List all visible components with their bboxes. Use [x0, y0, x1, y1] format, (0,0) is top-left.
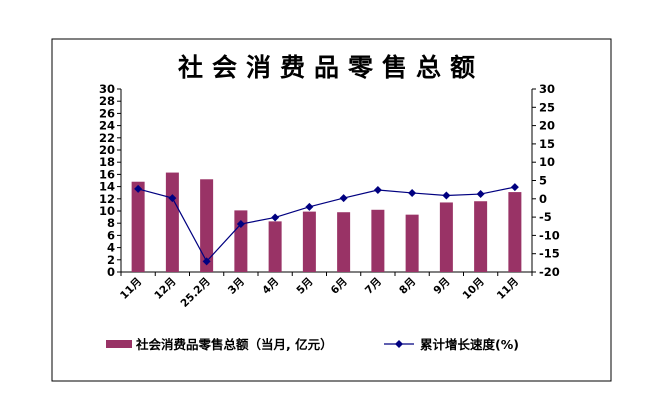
legend-bar-label: 社会消费品零售总额（当月, 亿元） — [135, 337, 333, 352]
y-left-tick-label: 26 — [99, 106, 115, 120]
point-cumulative-growth — [134, 184, 143, 193]
legend: 社会消费品零售总额（当月, 亿元） 累计增长速度(%) — [106, 337, 519, 352]
y-right-tick-label: 15 — [539, 137, 555, 151]
bar-retail-sales — [200, 179, 214, 272]
point-cumulative-growth — [373, 186, 382, 195]
y-left-tick-label: 0 — [107, 265, 115, 279]
bar-retail-sales — [131, 181, 145, 272]
legend-diamond-marker — [395, 340, 403, 348]
legend-bar-swatch — [106, 340, 132, 348]
point-cumulative-growth — [271, 213, 280, 222]
y-left-tick-label: 28 — [99, 94, 115, 108]
y-left-tick-label: 30 — [99, 82, 115, 96]
point-cumulative-growth — [305, 202, 314, 211]
point-cumulative-growth — [476, 190, 485, 199]
y-left-tick-label: 18 — [99, 155, 115, 169]
y-right-tick-label: -20 — [539, 265, 560, 279]
y-left-tick-label: 6 — [107, 228, 115, 242]
y-right-tick-label: -10 — [539, 228, 560, 242]
bar-retail-sales — [508, 192, 522, 272]
y-left-tick-label: 20 — [99, 143, 115, 157]
point-cumulative-growth — [408, 188, 417, 197]
bar-retail-sales — [371, 209, 385, 272]
point-cumulative-growth — [168, 194, 177, 203]
y-right-tick-label: -15 — [539, 247, 560, 261]
y-right-tick-label: 10 — [539, 155, 555, 169]
legend-line-label: 累计增长速度(%) — [420, 337, 519, 352]
y-left-tick-label: 8 — [107, 216, 115, 230]
y-right-tick-label: 25 — [539, 100, 555, 114]
y-right-tick-label: 0 — [539, 192, 547, 206]
bar-retail-sales — [405, 214, 419, 272]
line-cumulative-growth — [137, 186, 515, 263]
bar-retail-sales — [439, 202, 453, 272]
y-left-tick-label: 24 — [99, 119, 115, 133]
y-left-tick-label: 16 — [99, 167, 115, 181]
y-left-tick-label: 4 — [107, 241, 115, 255]
point-cumulative-growth — [202, 257, 211, 266]
plot-area: 024681012141618202224262830-20-15-10-505… — [99, 82, 560, 310]
y-left-tick-label: 2 — [107, 253, 115, 267]
y-right-tick-label: 20 — [539, 119, 555, 133]
y-left-tick-label: 10 — [99, 204, 115, 218]
bar-retail-sales — [268, 221, 282, 272]
bar-retail-sales — [474, 201, 488, 272]
chart-title: 社会消费品零售总额 — [178, 53, 484, 82]
bar-retail-sales — [165, 172, 179, 272]
point-cumulative-growth — [442, 191, 451, 200]
bar-retail-sales — [337, 212, 351, 272]
point-cumulative-growth — [236, 220, 245, 229]
y-left-tick-label: 22 — [99, 131, 115, 145]
y-left-tick-label: 14 — [99, 180, 115, 194]
y-right-tick-label: 5 — [539, 174, 547, 188]
bar-retail-sales — [302, 211, 316, 272]
y-right-tick-label: -5 — [539, 210, 552, 224]
point-cumulative-growth — [510, 183, 519, 192]
y-left-tick-label: 12 — [99, 192, 115, 206]
point-cumulative-growth — [339, 194, 348, 203]
bar-retail-sales — [234, 210, 248, 272]
y-right-tick-label: 30 — [539, 82, 555, 96]
